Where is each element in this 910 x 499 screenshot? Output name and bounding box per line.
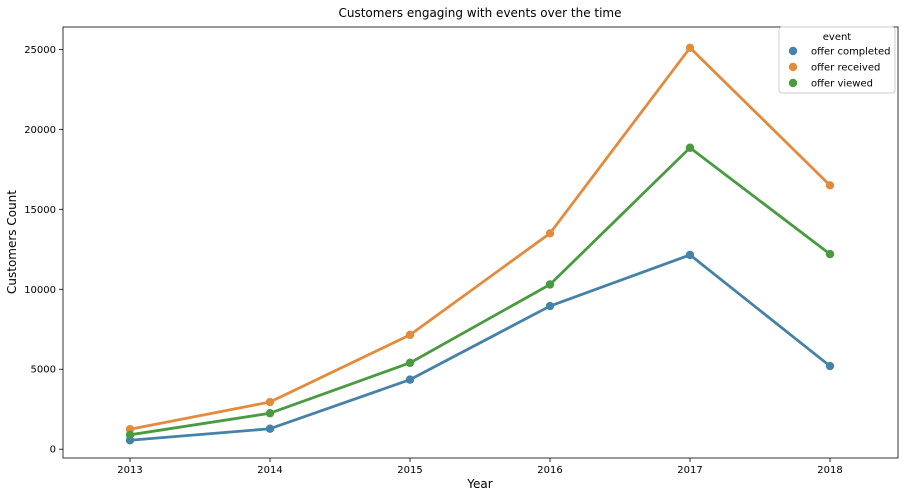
legend: event offer completed offer received offer…: [778, 26, 896, 94]
x-tick-label: 2017: [677, 465, 702, 476]
y-tick-label: 5000: [31, 365, 56, 376]
legend-marker: [788, 62, 798, 72]
data-point: [685, 250, 695, 260]
x-tick-label: 2016: [537, 465, 562, 476]
series-offer-completed: [125, 250, 835, 445]
y-tick-label: 10000: [24, 285, 56, 296]
x-axis-title: Year: [466, 477, 492, 491]
data-point: [265, 424, 275, 433]
data-point: [545, 229, 555, 238]
data-point: [685, 43, 695, 52]
series-layer: [125, 43, 835, 445]
chart-title: Customers engaging with events over the …: [338, 6, 621, 20]
y-tick-label: 0: [50, 445, 56, 456]
series-line: [128, 146, 832, 437]
series-line: [128, 46, 832, 431]
data-point: [685, 143, 695, 152]
legend-frame: [778, 26, 896, 94]
y-axis-title: Customers Count: [5, 190, 19, 294]
data-point: [125, 430, 135, 440]
data-point: [545, 301, 555, 311]
x-tick-label: 2013: [117, 465, 142, 476]
legend-label: offer completed: [811, 47, 891, 58]
y-tick-label: 20000: [24, 125, 56, 136]
legend-label: offer viewed: [811, 79, 873, 90]
data-point: [405, 375, 415, 384]
data-point: [405, 330, 415, 340]
data-point: [265, 409, 275, 418]
data-point: [825, 249, 835, 259]
legend-marker: [788, 46, 798, 56]
data-point: [545, 280, 555, 289]
data-point: [825, 181, 835, 190]
data-point: [825, 361, 835, 371]
data-point: [405, 358, 415, 368]
x-tick-label: 2015: [397, 465, 422, 476]
y-tick-label: 25000: [24, 45, 56, 56]
y-tick-label: 15000: [24, 205, 56, 216]
x-tick-label: 2018: [817, 465, 842, 476]
series-offer-received: [125, 43, 835, 434]
series-line: [128, 253, 832, 442]
series-offer-viewed: [125, 143, 835, 440]
data-point: [265, 397, 275, 407]
x-tick-label: 2014: [257, 465, 282, 476]
legend-label: offer received: [811, 63, 880, 74]
legend-title: event: [823, 32, 852, 43]
plot-frame: [62, 26, 899, 459]
axes: 0 5000 10000 15000 20000 25000 2013 2014 2015 201…: [24, 26, 899, 476]
legend-marker: [788, 78, 798, 88]
